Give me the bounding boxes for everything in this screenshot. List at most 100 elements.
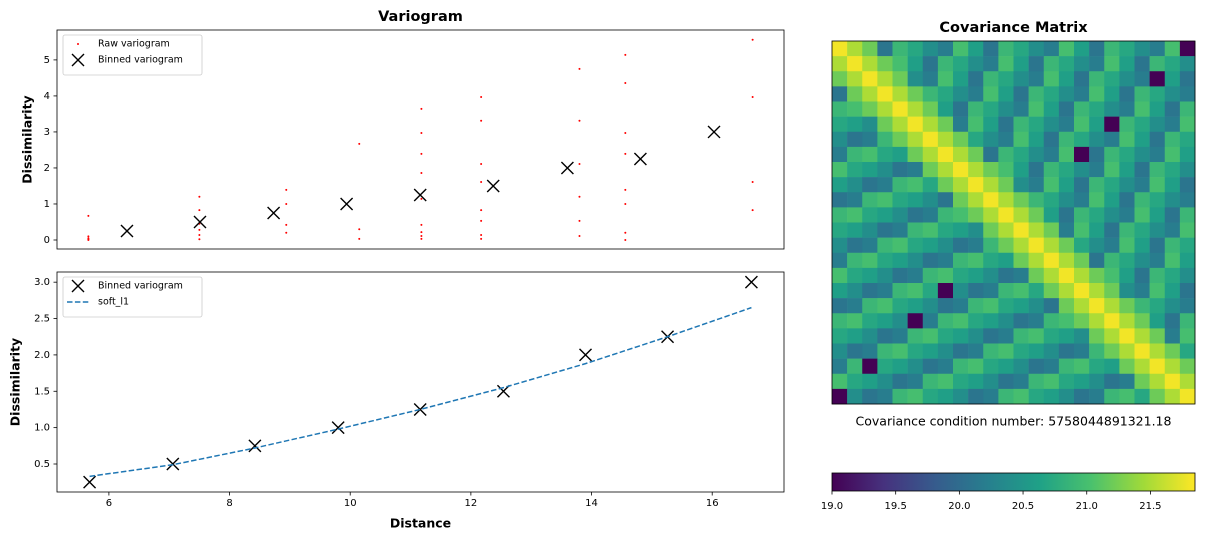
heatmap-cell — [937, 222, 954, 238]
heatmap-cell — [862, 267, 878, 284]
binned-point — [340, 197, 354, 211]
heatmap-cell — [998, 237, 1014, 254]
heatmap-cell — [1134, 252, 1150, 269]
heatmap-cell — [832, 116, 848, 133]
heatmap-cell — [953, 116, 969, 133]
heatmap-cell — [968, 131, 984, 148]
heatmap-cell — [968, 222, 984, 238]
x-tick-label: 6 — [106, 498, 112, 509]
heatmap-cell — [953, 283, 969, 299]
heatmap-cell — [1058, 56, 1075, 72]
heatmap-cell — [1149, 298, 1166, 314]
heatmap-cell — [1074, 283, 1090, 299]
heatmap-cell — [1134, 192, 1150, 208]
heatmap-cell — [1074, 343, 1090, 359]
heatmap-cell — [968, 267, 984, 284]
heatmap-cell — [907, 101, 924, 117]
heatmap-cell — [862, 283, 878, 299]
x-tick-label: 14 — [585, 498, 598, 509]
heatmap-cell — [832, 41, 848, 57]
heatmap-cell — [1013, 207, 1029, 223]
heatmap-cell — [1149, 101, 1166, 117]
heatmap-cell — [847, 177, 863, 193]
heatmap-cell — [922, 162, 939, 178]
heatmap-cell — [1013, 388, 1029, 405]
heatmap-cell — [968, 237, 984, 254]
heatmap-cell — [998, 207, 1014, 223]
heatmap-cell — [832, 388, 848, 405]
raw-point — [420, 223, 423, 226]
heatmap-cell — [1043, 222, 1060, 238]
raw-point — [198, 238, 201, 241]
heatmap-cell — [937, 162, 954, 178]
y-tick-label: 2.5 — [34, 314, 50, 325]
heatmap-cell — [892, 283, 908, 299]
heatmap-cell — [1134, 131, 1150, 148]
heatmap-cell — [1179, 373, 1196, 390]
heatmap-cell — [877, 162, 893, 178]
heatmap-cell — [877, 298, 893, 314]
heatmap-cell — [983, 192, 999, 208]
heatmap-cell — [832, 343, 848, 359]
heatmap-cell — [862, 56, 878, 72]
heatmap-cell — [877, 71, 893, 87]
heatmap-cell — [847, 298, 863, 314]
heatmap-cell — [877, 283, 893, 299]
colorbar-tick-label: 19.5 — [885, 501, 907, 512]
y-tick-label: 1 — [44, 199, 50, 210]
heatmap-cell — [847, 313, 863, 329]
heatmap-cell — [998, 373, 1014, 390]
y-axis-label: Dissimilarity — [8, 338, 23, 426]
heatmap-cell — [1149, 373, 1166, 390]
heatmap-cell — [1013, 41, 1029, 57]
heatmap-cell — [1164, 343, 1181, 359]
heatmap-cell — [1104, 101, 1120, 117]
colorbar-tick-label: 19.0 — [821, 501, 843, 512]
heatmap-cell — [907, 177, 924, 193]
heatmap-cell — [862, 252, 878, 269]
heatmap-cell — [922, 283, 939, 299]
heatmap-cell — [847, 146, 863, 163]
heatmap-cell — [1089, 313, 1105, 329]
y-tick-label: 1.5 — [34, 386, 50, 397]
heatmap-cell — [1149, 131, 1166, 148]
heatmap-cell — [1013, 267, 1029, 284]
heatmap-cell — [953, 162, 969, 178]
binned-point — [248, 439, 262, 453]
heatmap-cell — [862, 71, 878, 87]
y-tick-label: 0.5 — [34, 459, 50, 470]
heatmap-cell — [862, 328, 878, 344]
heatmap-cell — [862, 86, 878, 102]
heatmap-cell — [1149, 162, 1166, 178]
heatmap-cell — [847, 116, 863, 133]
heatmap-cell — [847, 358, 863, 375]
heatmap-cell — [1074, 252, 1090, 269]
heatmap-cell — [847, 252, 863, 269]
heatmap-cell — [1179, 56, 1196, 72]
heatmap-cell — [922, 192, 939, 208]
heatmap-cell — [847, 237, 863, 254]
heatmap-cell — [892, 388, 908, 405]
heatmap-cell — [1179, 298, 1196, 314]
chart-title: Variogram — [378, 9, 463, 25]
heatmap-cell — [907, 116, 924, 133]
legend-label: Raw variogram — [98, 39, 170, 50]
heatmap-cell — [892, 237, 908, 254]
heatmap-cell — [1164, 207, 1181, 223]
heatmap-cell — [998, 267, 1014, 284]
binned-point — [120, 224, 134, 238]
heatmap-cell — [892, 192, 908, 208]
heatmap-cell — [922, 373, 939, 390]
heatmap-cell — [862, 207, 878, 223]
heatmap-cell — [832, 56, 848, 72]
heatmap-cell — [1013, 71, 1029, 87]
heatmap-cell — [998, 298, 1014, 314]
heatmap-cell — [1104, 343, 1120, 359]
heatmap-cell — [862, 131, 878, 148]
heatmap-cell — [847, 131, 863, 148]
raw-point — [358, 142, 361, 145]
heatmap-cell — [1058, 162, 1075, 178]
legend-swatch — [71, 279, 85, 293]
heatmap-cell — [1104, 56, 1120, 72]
